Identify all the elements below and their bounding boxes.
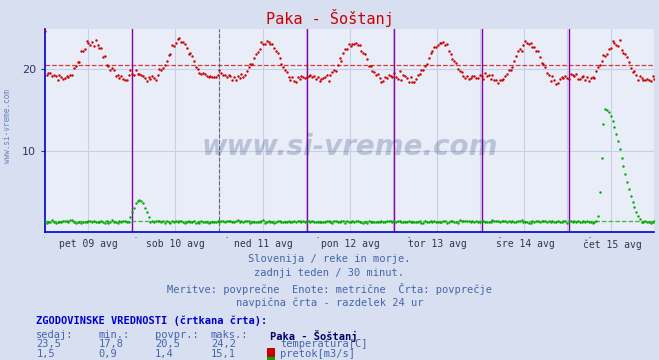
Text: Paka - Šoštanj: Paka - Šoštanj <box>266 9 393 27</box>
Text: 23,5: 23,5 <box>36 339 61 350</box>
Text: 15,1: 15,1 <box>211 349 236 359</box>
Text: zadnji teden / 30 minut.: zadnji teden / 30 minut. <box>254 268 405 278</box>
Text: navpična črta - razdelek 24 ur: navpična črta - razdelek 24 ur <box>236 297 423 307</box>
Text: temperatura[C]: temperatura[C] <box>280 339 368 350</box>
Text: pon 12 avg: pon 12 avg <box>321 239 380 249</box>
Text: 24,2: 24,2 <box>211 339 236 350</box>
Text: ned 11 avg: ned 11 avg <box>234 239 293 249</box>
Text: sre 14 avg: sre 14 avg <box>496 239 555 249</box>
Text: Slovenija / reke in morje.: Slovenija / reke in morje. <box>248 254 411 264</box>
Text: pet 09 avg: pet 09 avg <box>59 239 118 249</box>
Text: www.si-vreme.com: www.si-vreme.com <box>3 89 13 163</box>
Text: 1,5: 1,5 <box>36 349 55 359</box>
Text: www.si-vreme.com: www.si-vreme.com <box>202 133 498 161</box>
Text: 20,5: 20,5 <box>155 339 180 350</box>
Text: Meritve: povprečne  Enote: metrične  Črta: povprečje: Meritve: povprečne Enote: metrične Črta:… <box>167 283 492 294</box>
Text: maks.:: maks.: <box>211 330 248 340</box>
Text: čet 15 avg: čet 15 avg <box>583 239 642 250</box>
Text: tor 13 avg: tor 13 avg <box>409 239 467 249</box>
Text: pretok[m3/s]: pretok[m3/s] <box>280 349 355 359</box>
Text: min.:: min.: <box>99 330 130 340</box>
Text: 0,9: 0,9 <box>99 349 117 359</box>
Text: 1,4: 1,4 <box>155 349 173 359</box>
Text: 17,8: 17,8 <box>99 339 124 350</box>
Text: Paka - Šoštanj: Paka - Šoštanj <box>270 330 358 342</box>
Text: ZGODOVINSKE VREDNOSTI (črtkana črta):: ZGODOVINSKE VREDNOSTI (črtkana črta): <box>36 315 268 325</box>
Text: sob 10 avg: sob 10 avg <box>146 239 205 249</box>
Text: sedaj:: sedaj: <box>36 330 74 340</box>
Text: povpr.:: povpr.: <box>155 330 198 340</box>
